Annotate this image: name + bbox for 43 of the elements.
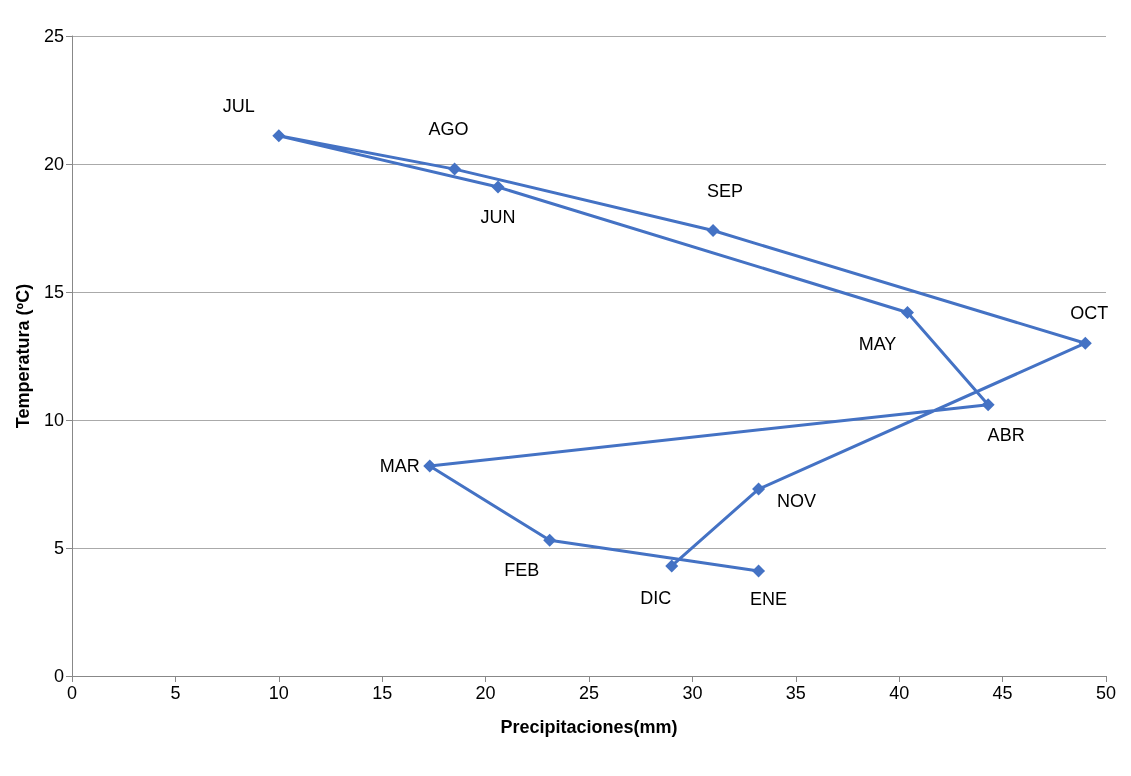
annotation: OCT <box>1070 303 1109 324</box>
y-tick-label: 5 <box>53 538 64 558</box>
annotation: MAY <box>858 334 897 355</box>
annotation: JUL <box>222 95 255 116</box>
annotation: SEP <box>707 180 744 201</box>
annotation: JUN <box>480 207 516 228</box>
point <box>900 305 914 319</box>
point <box>1078 336 1092 350</box>
x-tick-label: 45 <box>992 683 1013 703</box>
annotation: AGO <box>428 119 469 140</box>
point <box>543 533 557 547</box>
point <box>448 162 462 176</box>
point <box>272 129 286 143</box>
annotation: ABR <box>987 424 1025 445</box>
x-tick-label: 40 <box>889 683 910 703</box>
point <box>665 559 679 573</box>
x-axis-title: Precipitaciones(mm) <box>500 717 678 737</box>
annotation: NOV <box>777 491 817 512</box>
annotation: DIC <box>640 587 672 608</box>
point <box>752 482 766 496</box>
y-tick-label: 20 <box>43 154 64 174</box>
x-tick-label: 5 <box>170 683 181 703</box>
point <box>752 564 766 578</box>
y-tick-label: 0 <box>53 666 64 686</box>
y-tick-label: 15 <box>43 282 64 302</box>
x-tick-label: 30 <box>682 683 703 703</box>
annotation: ENE <box>750 589 788 610</box>
point <box>491 180 505 194</box>
y-tick-label: 10 <box>43 410 64 430</box>
x-tick-label: 25 <box>578 683 600 703</box>
point <box>981 398 995 412</box>
y-axis-title: Temperatura (ºC) <box>13 283 33 429</box>
y-tick-label: 25 <box>43 26 64 46</box>
x-tick-label: 10 <box>268 683 289 703</box>
x-tick-label: 35 <box>785 683 806 703</box>
x-tick-label: 0 <box>66 683 78 703</box>
annotation: MAR <box>379 456 420 477</box>
annotation: FEB <box>504 560 540 581</box>
x-tick-label: 20 <box>475 683 496 703</box>
x-tick-label: 50 <box>1095 683 1117 703</box>
x-tick-label: 15 <box>372 683 393 703</box>
point <box>423 459 437 473</box>
point <box>706 224 720 238</box>
